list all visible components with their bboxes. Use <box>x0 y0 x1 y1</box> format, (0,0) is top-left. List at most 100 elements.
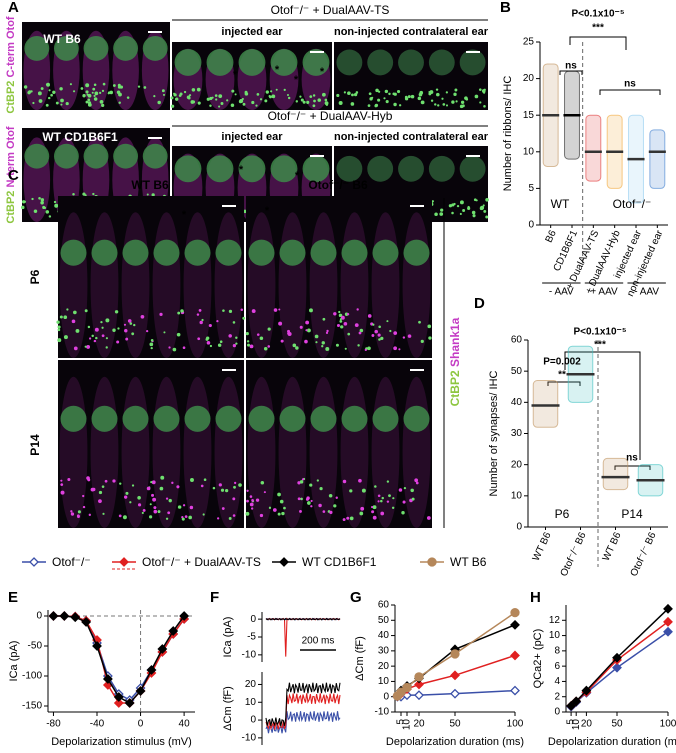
cell <box>152 376 181 528</box>
puncta <box>101 485 105 488</box>
puncta <box>92 192 95 196</box>
x-tick-label: 10 <box>571 719 582 731</box>
nucleus <box>372 239 399 266</box>
annotation: ** <box>558 370 566 381</box>
puncta <box>67 477 71 482</box>
puncta <box>256 333 260 336</box>
puncta <box>247 343 251 347</box>
puncta <box>157 510 161 514</box>
puncta <box>299 325 303 329</box>
marker <box>70 612 81 623</box>
puncta <box>267 345 271 348</box>
puncta <box>287 332 290 335</box>
y-tick-label: 20 <box>378 661 390 672</box>
marker <box>81 617 92 627</box>
puncta <box>163 331 166 334</box>
trace <box>265 682 341 727</box>
y-tick-label: 6 <box>554 661 560 672</box>
x-tick-label: 5 <box>566 719 577 725</box>
marker <box>612 662 622 673</box>
y-axis-label: Number of synapses/ IHC <box>488 370 500 496</box>
nucleus <box>336 155 363 182</box>
y-tick-label: 60 <box>378 600 390 611</box>
puncta <box>372 515 377 520</box>
puncta <box>242 316 246 320</box>
x-axis-label: Depolarization duration (ms) <box>548 736 676 748</box>
puncta <box>101 334 105 338</box>
puncta <box>268 506 272 509</box>
nucleus <box>174 48 202 76</box>
puncta <box>220 102 224 105</box>
puncta <box>232 514 236 517</box>
marker <box>29 557 39 567</box>
puncta <box>232 321 236 324</box>
puncta <box>93 83 97 87</box>
header: Otof⁻/⁻ + DualAAV-TS <box>271 3 390 17</box>
puncta <box>270 90 273 93</box>
panel-label: C <box>8 167 19 184</box>
puncta <box>313 99 316 103</box>
puncta <box>182 504 186 507</box>
legend-label: WT CD1B6F1 <box>302 555 377 569</box>
puncta <box>309 483 313 487</box>
stain: N-term Otof <box>5 126 17 187</box>
puncta <box>339 320 343 323</box>
puncta <box>314 334 319 339</box>
puncta <box>228 309 233 314</box>
puncta <box>146 329 149 333</box>
puncta <box>168 498 172 503</box>
puncta <box>299 509 302 513</box>
puncta <box>283 506 286 510</box>
puncta <box>377 494 381 498</box>
puncta <box>451 100 455 104</box>
puncta <box>304 339 308 344</box>
group-label: WT <box>551 197 570 211</box>
puncta <box>87 93 92 98</box>
nucleus <box>238 155 266 183</box>
puncta <box>45 103 49 107</box>
legend-label: Otof⁻/⁻ + DualAAV-TS <box>142 555 261 569</box>
nucleus <box>60 405 87 432</box>
nucleus <box>403 239 430 266</box>
puncta <box>434 103 437 106</box>
puncta <box>280 339 284 343</box>
puncta <box>23 85 28 89</box>
puncta <box>100 321 103 324</box>
puncta <box>367 314 372 318</box>
puncta <box>114 310 119 314</box>
puncta <box>181 517 185 521</box>
puncta <box>372 323 375 326</box>
puncta <box>183 90 187 94</box>
puncta <box>202 513 205 516</box>
puncta <box>245 332 249 336</box>
asterisk: * <box>233 69 238 81</box>
x-tick-label: 20 <box>413 719 425 730</box>
nucleus <box>113 143 139 169</box>
marker <box>135 686 146 696</box>
y-tick-label: 50 <box>378 615 390 626</box>
scale-bar-label: 200 ms <box>302 636 335 647</box>
asterisk: * <box>182 209 187 221</box>
puncta <box>377 98 381 102</box>
puncta <box>91 334 94 338</box>
annotation: P<0.1x10⁻⁵ <box>571 9 624 20</box>
puncta <box>31 197 34 201</box>
puncta <box>48 89 51 92</box>
puncta <box>165 497 169 500</box>
panel-label: H <box>530 589 541 606</box>
y-axis-label: Number of ribbons/ IHC <box>502 76 514 192</box>
puncta <box>82 192 86 196</box>
puncta <box>307 501 311 505</box>
marker <box>427 557 437 567</box>
marker <box>414 679 424 690</box>
puncta <box>333 312 337 316</box>
puncta <box>191 88 196 92</box>
puncta <box>118 101 121 104</box>
puncta <box>354 323 359 328</box>
puncta <box>355 91 359 94</box>
cell <box>371 212 400 358</box>
puncta <box>328 493 333 498</box>
puncta <box>94 327 99 332</box>
puncta <box>479 206 484 211</box>
puncta <box>50 93 53 97</box>
